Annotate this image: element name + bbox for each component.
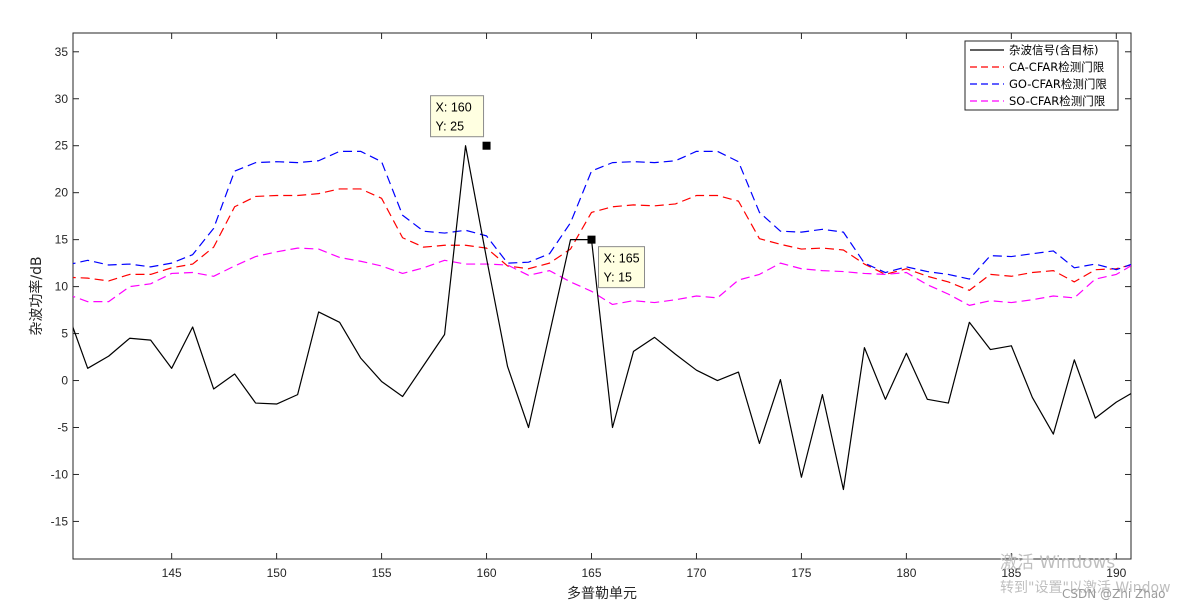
y-tick-label: 20 <box>55 186 69 200</box>
legend: 杂波信号(含目标) CA-CFAR检测门限 GO-CFAR检测门限 SO-CFAR检测… <box>964 40 1119 111</box>
datatip-marker[interactable] <box>482 141 491 150</box>
legend-label-1: CA-CFAR检测门限 <box>1009 60 1105 74</box>
y-tick-label: 15 <box>55 233 69 247</box>
x-tick-label: 145 <box>162 566 182 580</box>
y-tick-label: 0 <box>61 374 68 388</box>
x-tick-label: 165 <box>581 566 601 580</box>
x-tick-label: 150 <box>267 566 287 580</box>
y-tick-label: 25 <box>55 139 69 153</box>
watermark-line2: 转到"设置"以激活 Window <box>1000 579 1171 596</box>
datatips[interactable]: X: 160 Y: 25 X: 165 Y: 15 <box>430 95 646 289</box>
y-tick-label: 30 <box>55 92 69 106</box>
x-tick-label: 180 <box>896 566 916 580</box>
x-tick-label: 160 <box>477 566 497 580</box>
series-line-2 <box>73 150 1131 280</box>
datatip-marker[interactable] <box>587 235 596 244</box>
x-tick-label: 170 <box>686 566 706 580</box>
legend-label-3: SO-CFAR检测门限 <box>1009 94 1106 108</box>
watermark-credit: CSDN @Zhi Zhao <box>1062 587 1166 601</box>
datatip-y-text: Y: 15 <box>604 271 633 285</box>
series-line-1 <box>73 188 1131 291</box>
datatip-box[interactable] <box>598 246 646 289</box>
x-axis-title: 多普勒单元 <box>567 585 637 602</box>
x-tick-label: 185 <box>1001 566 1021 580</box>
watermark-line1: 激活 Windows <box>1000 553 1115 573</box>
legend-box <box>964 40 1119 111</box>
datatip-y-text: Y: 25 <box>436 120 465 134</box>
x-tick-label: 175 <box>791 566 811 580</box>
y-tick-label: 5 <box>61 327 68 341</box>
plot-area <box>72 32 1132 560</box>
legend-label-2: GO-CFAR检测门限 <box>1009 77 1107 91</box>
datatip-box[interactable] <box>430 95 485 138</box>
series-line-3 <box>73 247 1131 306</box>
series-lines <box>73 145 1131 491</box>
y-tick-label: -15 <box>51 514 69 528</box>
legend-label-0: 杂波信号(含目标) <box>1009 43 1098 57</box>
datatip-x-text: X: 160 <box>436 101 472 115</box>
x-tick-label: 155 <box>372 566 392 580</box>
y-tick-label: 35 <box>55 45 69 59</box>
y-axis-title: 杂波功率/dB <box>28 256 45 335</box>
axis-ticks: 145 150 155 160 165 170 175 180 185 190 -15 -10 -5 0 5… <box>51 33 1131 580</box>
watermark: 激活 Windows 转到"设置"以激活 Window CSDN @Zhi Zh… <box>1000 553 1171 601</box>
datatip-x-text: X: 165 <box>604 252 640 266</box>
y-tick-label: -10 <box>51 467 69 481</box>
y-tick-label: 10 <box>55 280 69 294</box>
series-line-0 <box>73 145 1131 491</box>
y-tick-label: -5 <box>57 421 68 435</box>
x-tick-label: 190 <box>1106 566 1126 580</box>
